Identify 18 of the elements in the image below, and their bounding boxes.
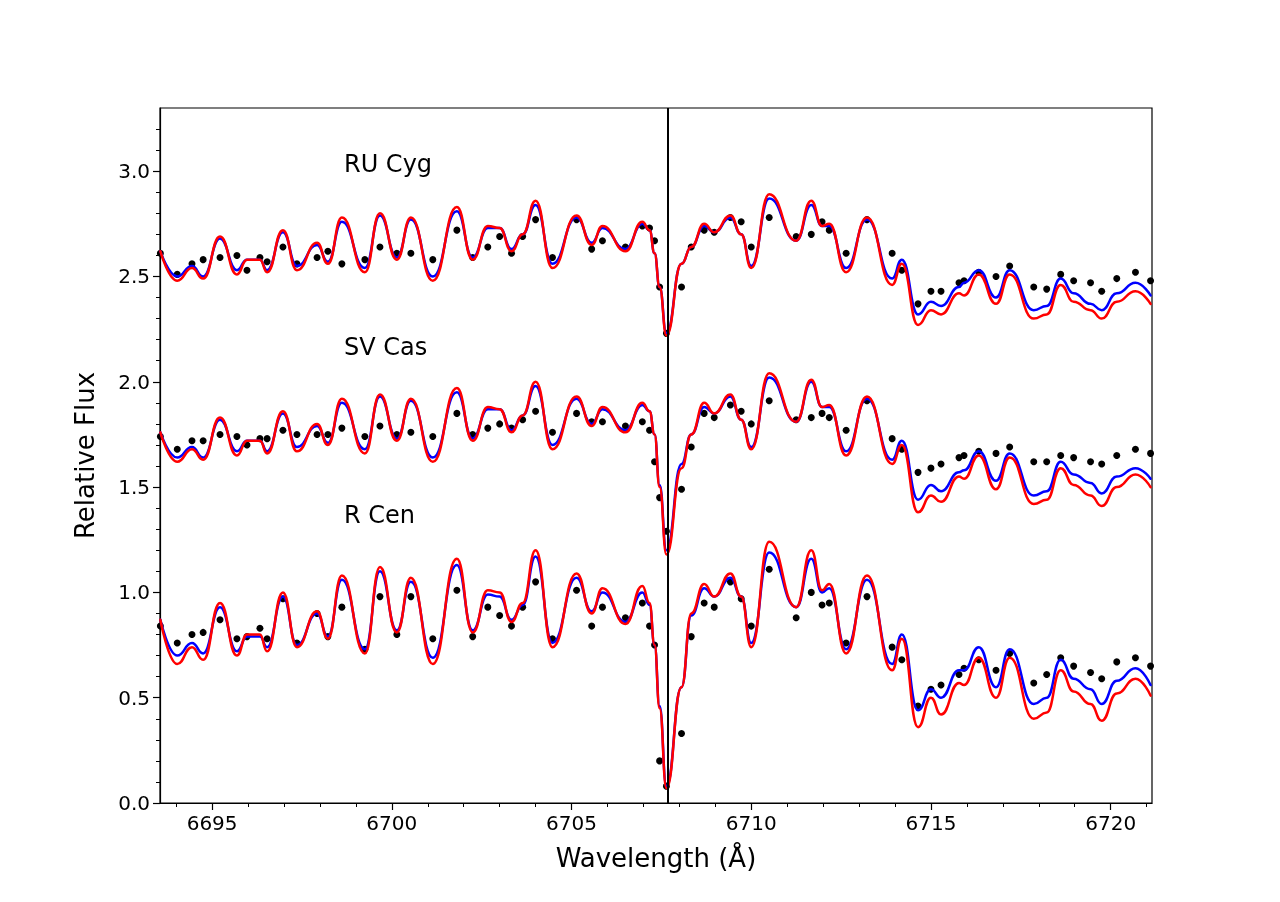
x-tick-label: 6710 bbox=[725, 811, 777, 835]
text: SV Cas bbox=[344, 332, 428, 361]
y-tick-label: 1.0 bbox=[118, 580, 150, 605]
x-tick-label: 6705 bbox=[546, 811, 597, 835]
x-axis-title: Wavelength (Å) bbox=[555, 842, 757, 873]
x-tick-label: 6695 bbox=[186, 811, 238, 835]
x-tick-label: 6700 bbox=[366, 811, 418, 835]
y-tick-label: 3.0 bbox=[118, 159, 150, 184]
y-tick-label: 0.5 bbox=[118, 685, 150, 710]
text: R Cen bbox=[344, 501, 416, 530]
y-tick-label: 0.0 bbox=[118, 791, 150, 815]
y-tick-label: 2.5 bbox=[118, 264, 150, 289]
text: RU Cyg bbox=[344, 149, 433, 178]
y-tick-label: 2.0 bbox=[118, 369, 150, 394]
x-tick-label: 6715 bbox=[905, 811, 957, 835]
y-tick-label: 1.5 bbox=[118, 475, 150, 500]
x-tick-label: 6720 bbox=[1085, 811, 1137, 835]
y-axis-title: Relative Flux bbox=[70, 371, 100, 540]
